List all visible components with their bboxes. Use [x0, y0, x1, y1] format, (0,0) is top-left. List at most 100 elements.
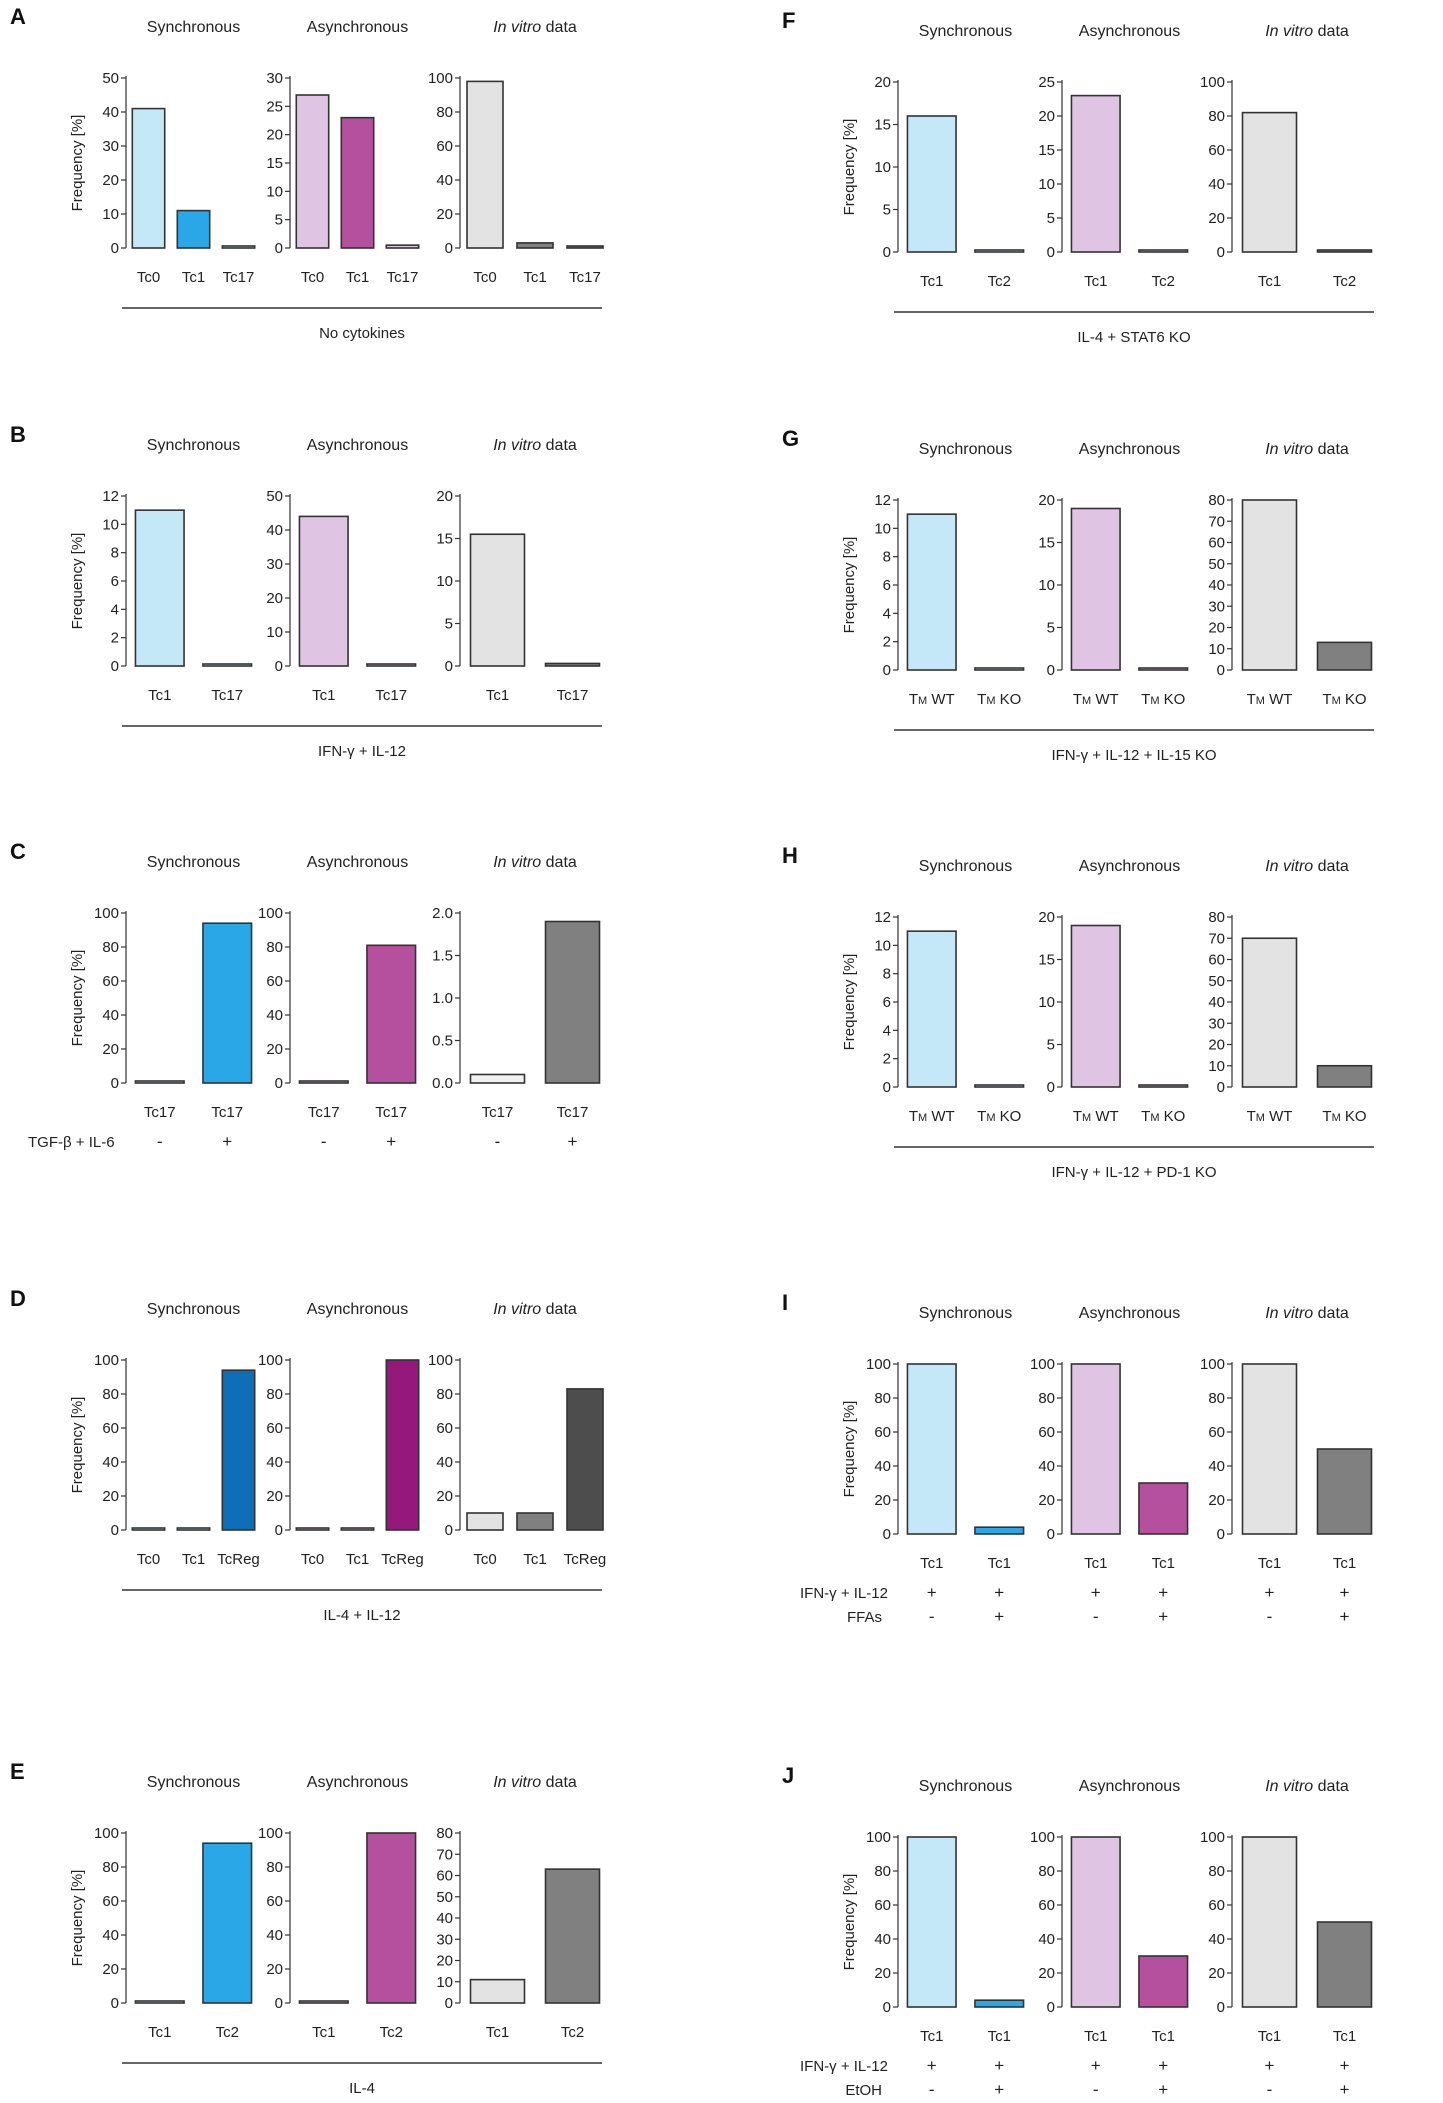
y-tick-label: 20: [1038, 1965, 1055, 1982]
panel-i-chart-0-category-0: Tc1: [920, 1555, 943, 1572]
panel-j-letter: J: [782, 1763, 794, 1788]
panel-g-chart-0-title: Synchronous: [919, 441, 1012, 458]
y-tick-label: 15: [1038, 142, 1055, 159]
panel-d-chart-1-category-2: TcReg: [381, 1551, 424, 1568]
y-tick-label: 80: [874, 1390, 891, 1407]
panel-e-chart-0-bar-0: [134, 2000, 185, 2004]
treatment-sign-2: +: [1158, 2080, 1168, 2099]
y-tick-label: 15: [436, 531, 453, 548]
y-tick-label: 20: [266, 1488, 283, 1505]
panel-a-chart-0-category-2: Tc17: [223, 269, 255, 286]
panel-h-chart-2-title: In vitro data: [1265, 858, 1349, 875]
panel-a-chart-2-bar-2: [566, 245, 604, 249]
y-tick-label: 2: [883, 1051, 891, 1068]
panel-f-chart-2-bar-0: [1241, 111, 1298, 253]
y-tick-label: 4: [883, 1022, 891, 1039]
y-tick-label: 0: [275, 1075, 283, 1092]
panel-j-chart-1-category-0: Tc1: [1084, 2028, 1107, 2045]
treatment-sign: +: [1265, 1583, 1275, 1602]
panel-g-chart-2-bar-1: [1316, 641, 1373, 671]
panel-c-y-label: Frequency [%]: [69, 950, 86, 1047]
y-tick-label: 10: [102, 516, 119, 533]
y-tick-label: 80: [1208, 1863, 1225, 1880]
y-tick-label: 0: [1217, 1999, 1225, 2016]
y-tick-label: 6: [883, 994, 891, 1011]
panel-f-letter: F: [782, 8, 795, 33]
y-tick-label: 80: [436, 104, 453, 121]
y-tick-label: 20: [102, 1961, 119, 1978]
panel-d-chart-2-category-2: TcReg: [564, 1551, 607, 1568]
y-tick-label: 30: [102, 138, 119, 155]
panel-f-chart-0-bar-1: [974, 249, 1025, 253]
y-tick-label: 40: [102, 1927, 119, 1944]
y-tick-label: 8: [883, 966, 891, 983]
panel-a-condition-label: No cytokines: [319, 325, 405, 342]
y-tick-label: 0: [883, 244, 891, 261]
panel-g-chart-1-bar-0: [1070, 507, 1121, 671]
y-tick-label: 10: [1208, 641, 1225, 658]
panel-c-chart-1-category-1: Tc17: [375, 1104, 407, 1121]
panel-h-chart-0-title: Synchronous: [919, 858, 1012, 875]
panel-f-chart-1-bar-0: [1070, 94, 1121, 253]
y-tick-label: 20: [102, 1488, 119, 1505]
y-tick-label: 15: [1038, 535, 1055, 552]
panel-e-chart-2-bar-1: [544, 1868, 601, 2004]
y-tick-label: 10: [1208, 1058, 1225, 1075]
y-tick-label: 10: [436, 1974, 453, 1991]
treatment-sign: +: [994, 1583, 1004, 1602]
treatment-sign: +: [386, 1132, 396, 1151]
y-tick-label: 0.5: [432, 1033, 453, 1050]
y-tick-label: 40: [874, 1931, 891, 1948]
y-tick-label: 0: [1217, 1526, 1225, 1543]
y-tick-label: 100: [94, 905, 119, 922]
y-tick-label: 12: [874, 909, 891, 926]
panel-h-letter: H: [782, 843, 798, 868]
y-tick-label: 5: [883, 202, 891, 219]
y-tick-label: 0: [883, 1999, 891, 2016]
y-tick-label: 20: [1208, 1492, 1225, 1509]
panel-f-chart-0-category-1: Tc2: [988, 273, 1011, 290]
y-tick-label: 5: [1047, 1037, 1055, 1054]
panel-b-chart-0-title: Synchronous: [147, 437, 240, 454]
y-tick-label: 0: [111, 658, 119, 675]
panel-i-chart-1-bar-0: [1070, 1363, 1121, 1535]
panel-b-chart-1-bar-1: [366, 663, 417, 667]
y-tick-label: 0: [445, 1522, 453, 1539]
panel-g-chart-2-category-0: TM WT: [1247, 691, 1293, 708]
panel-g-chart-0-bar-0: [906, 513, 957, 671]
panel-d-chart-2-title: In vitro data: [493, 1301, 577, 1318]
panel-d-chart-1-category-0: Tc0: [301, 1551, 324, 1568]
treatment-sign: -: [321, 1132, 327, 1151]
panel-b-condition-label: IFN-γ + IL-12: [318, 743, 406, 760]
panel-i-row-label-2: FFAs: [847, 1609, 882, 1626]
panel-a-chart-1-category-0: Tc0: [301, 269, 324, 286]
panel-a-chart-0-title: Synchronous: [147, 19, 240, 36]
panel-f-chart-1-category-0: Tc1: [1084, 273, 1107, 290]
panel-f-chart-2-category-1: Tc2: [1333, 273, 1356, 290]
y-tick-label: 10: [1038, 176, 1055, 193]
y-tick-label: 100: [258, 905, 283, 922]
y-tick-label: 80: [1208, 909, 1225, 926]
y-tick-label: 20: [266, 1961, 283, 1978]
panel-a-chart-0-category-0: Tc0: [137, 269, 160, 286]
y-tick-label: 0: [111, 1522, 119, 1539]
y-tick-label: 0: [1217, 244, 1225, 261]
panel-c-chart-0-bar-1: [202, 922, 253, 1084]
y-tick-label: 0: [445, 240, 453, 257]
y-tick-label: 5: [445, 616, 453, 633]
treatment-sign: +: [1340, 2056, 1350, 2075]
panel-c-row-label: TGF-β + IL-6: [28, 1134, 115, 1151]
panel-a-chart-1-title: Asynchronous: [307, 19, 408, 36]
panel-g-chart-1-title: Asynchronous: [1079, 441, 1180, 458]
y-tick-label: 60: [874, 1897, 891, 1914]
panel-g-chart-1-bar-1: [1138, 667, 1189, 671]
y-tick-label: 100: [1200, 74, 1225, 91]
panel-a-chart-2-title: In vitro data: [493, 19, 577, 36]
panel-d-chart-2-category-0: Tc0: [473, 1551, 496, 1568]
panel-g-chart-2-title: In vitro data: [1265, 441, 1349, 458]
y-tick-label: 8: [111, 545, 119, 562]
panel-j-chart-1-bar-0: [1070, 1836, 1121, 2008]
y-tick-label: 0: [275, 1522, 283, 1539]
treatment-sign-2: -: [1093, 2080, 1099, 2099]
